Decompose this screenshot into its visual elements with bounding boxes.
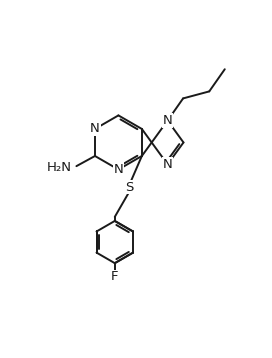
Text: N: N: [163, 158, 172, 171]
Text: N: N: [163, 114, 172, 127]
Text: N: N: [90, 122, 100, 135]
Text: S: S: [125, 181, 134, 194]
Text: N: N: [113, 163, 123, 176]
Text: H₂N: H₂N: [47, 161, 72, 174]
Text: F: F: [111, 270, 119, 283]
